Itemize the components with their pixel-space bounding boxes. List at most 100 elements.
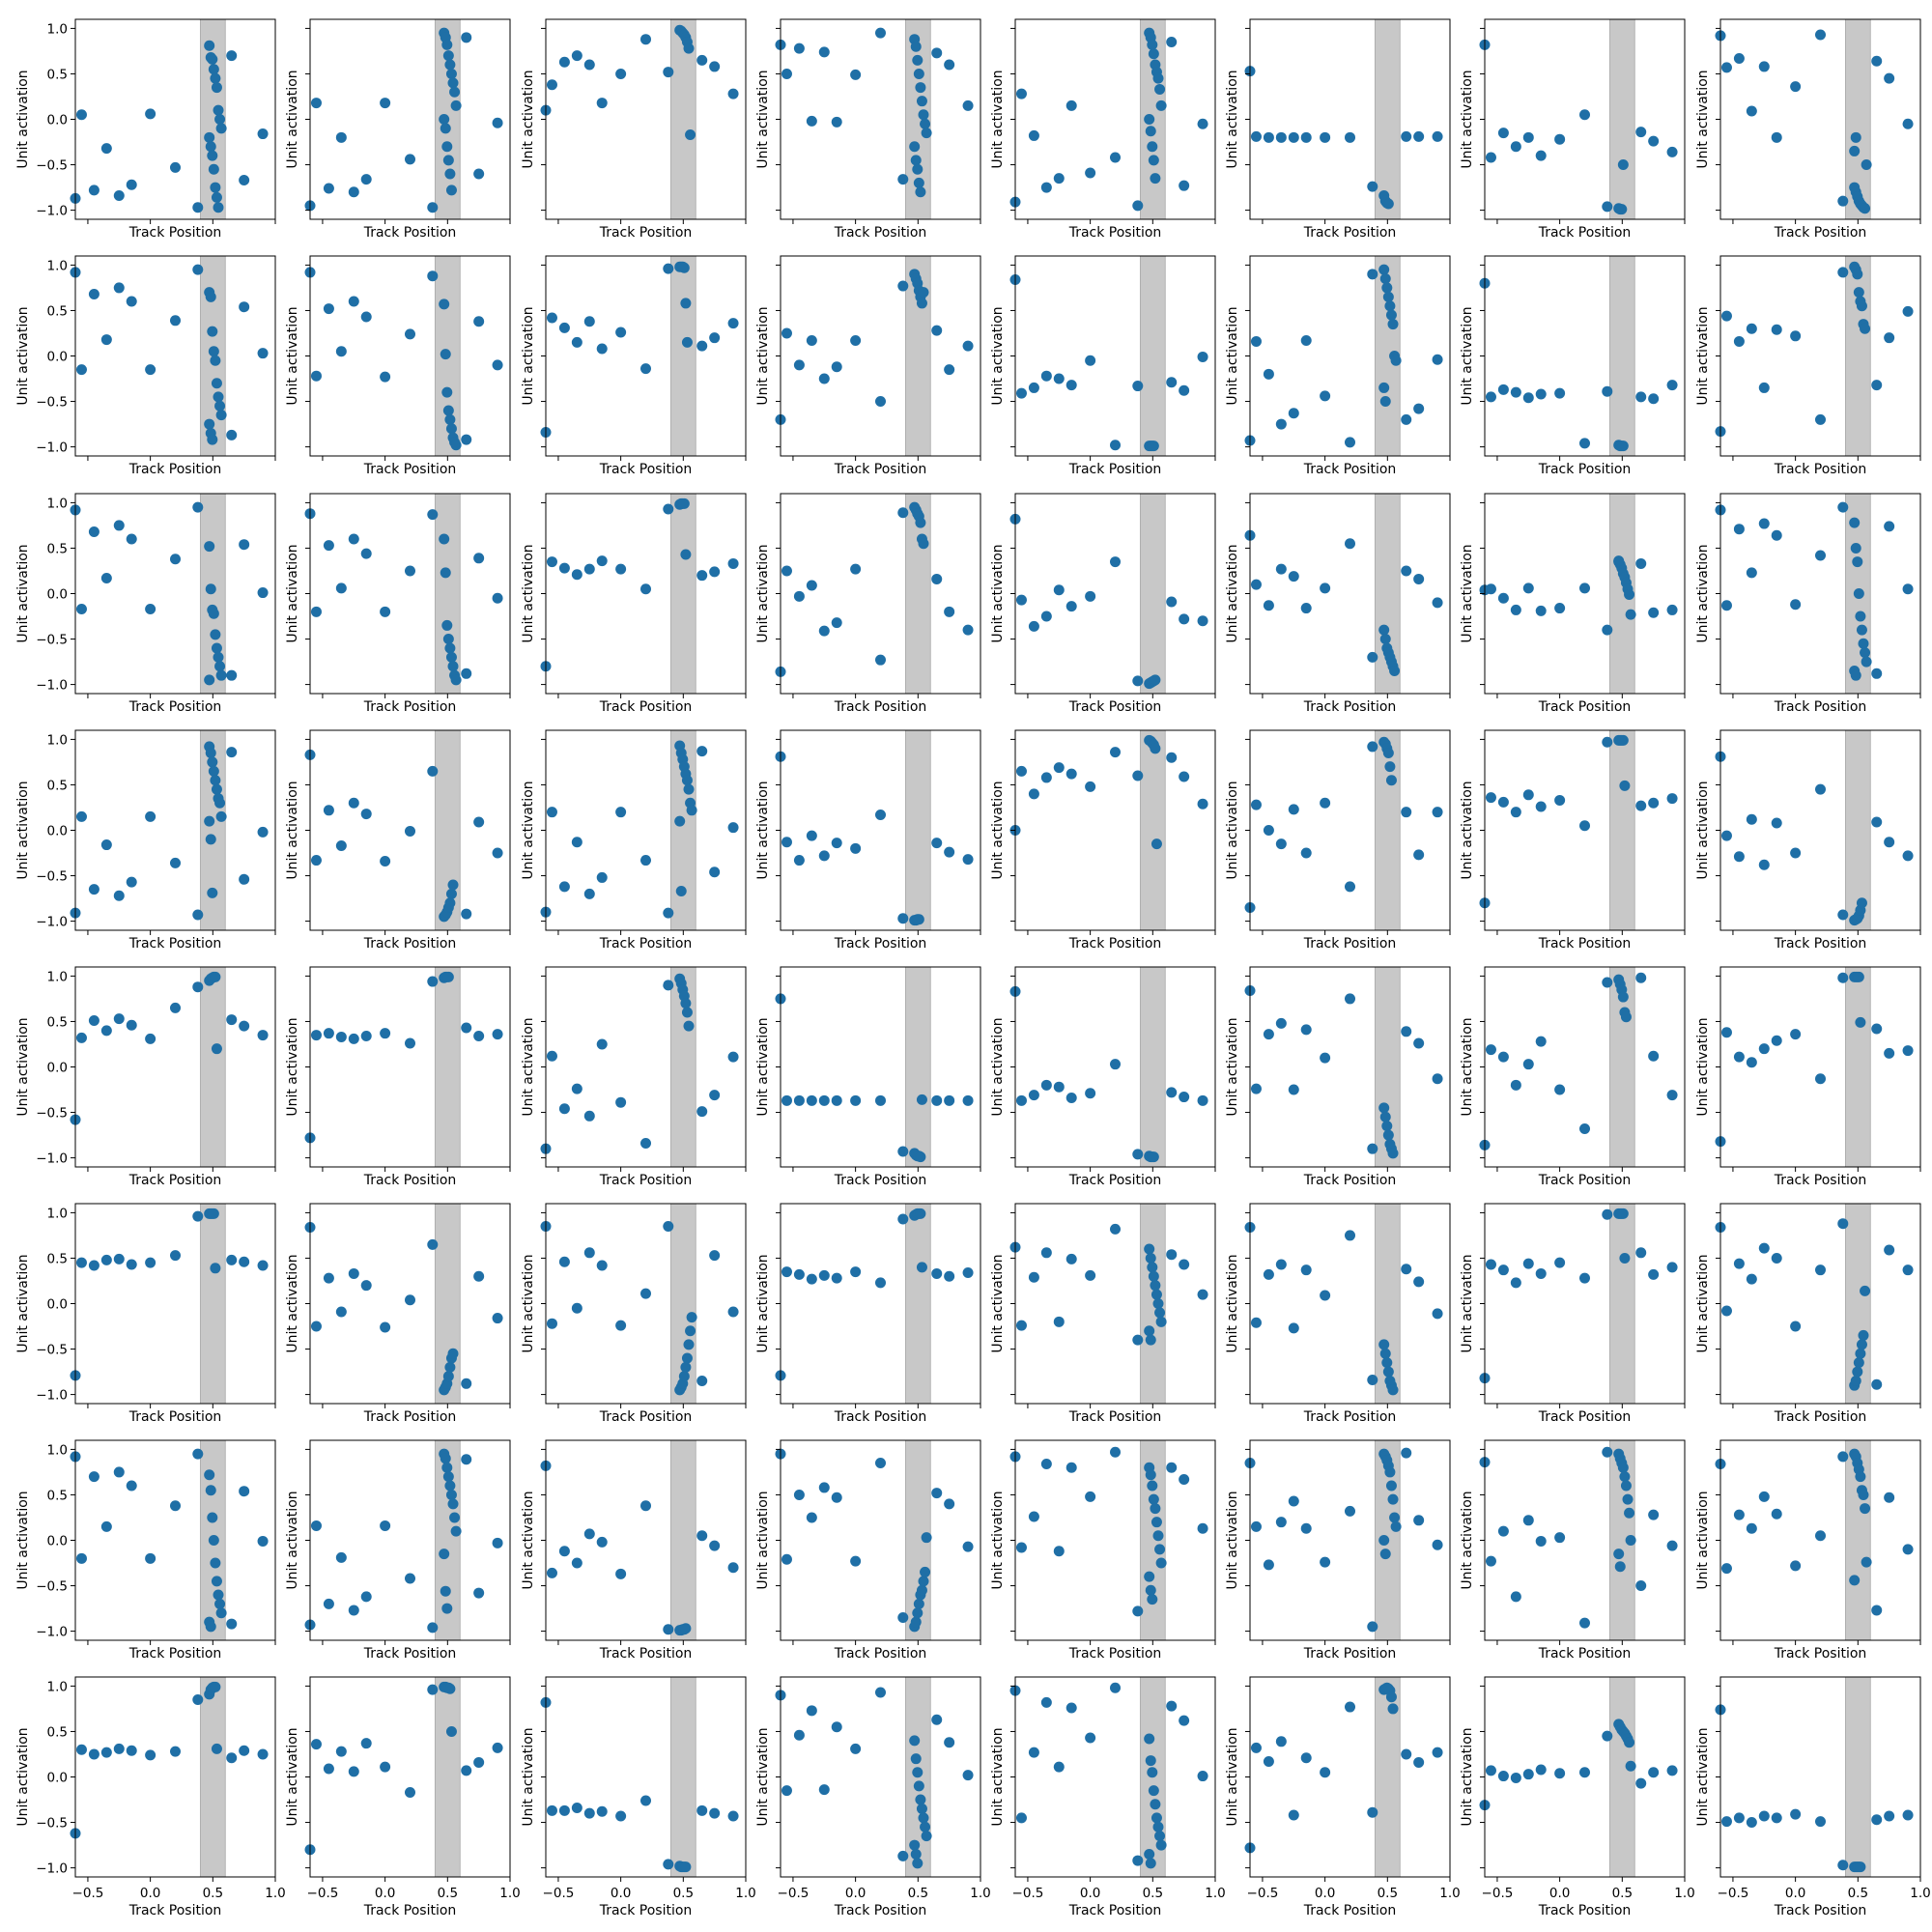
x-tick-label: −0.5 bbox=[1718, 1886, 1749, 1901]
y-axis-label: Unit activation bbox=[990, 1017, 1006, 1116]
data-point bbox=[380, 855, 391, 867]
data-point bbox=[850, 69, 862, 80]
data-point bbox=[1385, 775, 1397, 786]
data-point bbox=[1148, 1785, 1159, 1797]
data-point bbox=[1320, 1767, 1331, 1778]
data-point bbox=[445, 1725, 457, 1737]
data-point bbox=[208, 608, 219, 619]
x-tick-label: −0.5 bbox=[1012, 1886, 1044, 1901]
data-point bbox=[709, 1807, 721, 1819]
data-point bbox=[1746, 1273, 1757, 1285]
data-point bbox=[1345, 1230, 1355, 1241]
data-point bbox=[831, 116, 842, 128]
y-tick-label: −0.5 bbox=[36, 1579, 68, 1595]
data-point bbox=[226, 747, 238, 758]
x-tick-label: −0.5 bbox=[307, 1886, 339, 1901]
subplot-r6-c4: Track Position Unit activation bbox=[755, 1203, 981, 1425]
y-axis-label: Unit activation bbox=[15, 306, 31, 405]
data-point bbox=[1053, 1546, 1065, 1557]
data-point bbox=[1179, 180, 1190, 191]
data-point bbox=[1850, 1375, 1861, 1386]
plot-area bbox=[75, 19, 275, 219]
x-axis-label: Track Position bbox=[1774, 1646, 1867, 1662]
x-axis-label: Track Position bbox=[128, 699, 222, 715]
data-point bbox=[1152, 1821, 1164, 1833]
data-point bbox=[211, 1043, 222, 1055]
data-point bbox=[1065, 1253, 1077, 1264]
data-point bbox=[921, 1532, 932, 1544]
data-point bbox=[215, 123, 227, 134]
y-axis-label: Unit activation bbox=[1695, 1727, 1711, 1826]
data-point bbox=[1849, 145, 1861, 156]
y-tick-label: 0.0 bbox=[47, 1771, 68, 1786]
data-point bbox=[226, 1618, 238, 1630]
highlight-band bbox=[669, 255, 696, 457]
data-point bbox=[1320, 1052, 1331, 1064]
data-point bbox=[1389, 1512, 1401, 1523]
subplot-r4-c7: Track Position Unit activation bbox=[1460, 729, 1686, 952]
data-point bbox=[1614, 1561, 1626, 1573]
data-point bbox=[1902, 850, 1914, 862]
highlight-band bbox=[1608, 729, 1635, 931]
data-point bbox=[1132, 770, 1144, 781]
data-point bbox=[1860, 1285, 1871, 1296]
plot-area bbox=[1015, 1677, 1215, 1877]
y-axis-label: Unit activation bbox=[285, 1727, 300, 1826]
data-point bbox=[192, 501, 204, 513]
data-point bbox=[962, 1541, 974, 1552]
x-axis-label: Track Position bbox=[834, 1646, 927, 1662]
data-point bbox=[1635, 972, 1647, 983]
data-point bbox=[1871, 380, 1883, 391]
data-point bbox=[335, 131, 347, 143]
data-point bbox=[1166, 1249, 1178, 1261]
data-point bbox=[380, 371, 391, 383]
data-point bbox=[850, 1266, 862, 1278]
x-tick-label: 0.0 bbox=[140, 1886, 160, 1901]
data-point bbox=[211, 783, 222, 795]
data-point bbox=[1040, 182, 1052, 193]
data-point bbox=[909, 1735, 921, 1747]
subplot-r5-c4: Track Position Unit activation bbox=[755, 966, 981, 1188]
data-point bbox=[1624, 1737, 1635, 1748]
highlight-band bbox=[1374, 18, 1401, 220]
data-point bbox=[145, 364, 156, 376]
x-axis-label: Track Position bbox=[599, 699, 693, 715]
data-point bbox=[1746, 813, 1757, 825]
data-point bbox=[915, 1208, 926, 1219]
data-point bbox=[596, 871, 608, 883]
subplot-r7-c3: Track Position Unit activation bbox=[521, 1439, 747, 1662]
data-point bbox=[442, 1371, 454, 1382]
data-point bbox=[1602, 736, 1613, 748]
data-point bbox=[615, 1320, 627, 1331]
data-point bbox=[1535, 605, 1547, 616]
data-point bbox=[1624, 1507, 1635, 1519]
x-tick-label: −0.5 bbox=[72, 1886, 104, 1901]
y-tick-label: −0.5 bbox=[36, 633, 68, 648]
data-point bbox=[492, 847, 503, 859]
data-point bbox=[1746, 567, 1757, 579]
subplot-r1-c8: Track Position Unit activation bbox=[1695, 18, 1921, 241]
data-point bbox=[1401, 1264, 1412, 1275]
data-point bbox=[1150, 743, 1161, 754]
data-point bbox=[558, 56, 570, 68]
data-point bbox=[447, 1498, 459, 1510]
data-point bbox=[348, 1033, 359, 1044]
data-point bbox=[1602, 1730, 1613, 1742]
data-point bbox=[1382, 1129, 1394, 1141]
data-point bbox=[1666, 604, 1678, 615]
x-axis-label: Track Position bbox=[1538, 936, 1632, 952]
data-point bbox=[1902, 305, 1914, 317]
data-point bbox=[215, 669, 227, 681]
highlight-band bbox=[199, 1676, 226, 1878]
data-point bbox=[571, 569, 582, 581]
data-point bbox=[492, 359, 503, 371]
data-point bbox=[1815, 1530, 1826, 1542]
data-point bbox=[674, 815, 686, 827]
x-axis-label: Track Position bbox=[128, 462, 222, 477]
data-point bbox=[1720, 600, 1732, 611]
data-point bbox=[640, 363, 651, 375]
data-point bbox=[1790, 1029, 1802, 1040]
y-axis-label: Unit activation bbox=[1460, 70, 1475, 168]
data-point bbox=[1288, 408, 1299, 419]
data-point bbox=[1815, 550, 1826, 561]
